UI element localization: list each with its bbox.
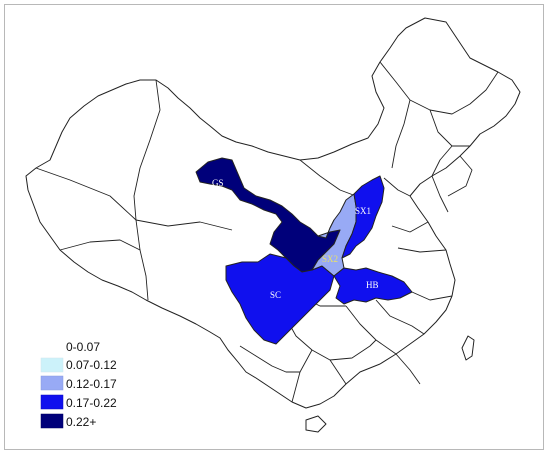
legend-label-5: 0.22+ <box>66 415 96 429</box>
region-sx1[interactable] <box>341 175 385 259</box>
region-sc[interactable] <box>225 253 335 345</box>
label-sx2: SX2 <box>322 254 338 264</box>
legend-label-4: 0.17-0.22 <box>66 396 117 410</box>
legend: 0-0.07 0.07-0.12 0.12-0.17 0.17-0.22 0.2… <box>40 340 117 429</box>
legend-swatch-5 <box>40 413 64 429</box>
legend-label-1: 0-0.07 <box>66 340 100 354</box>
legend-label-3: 0.12-0.17 <box>66 377 117 391</box>
label-sc: SC <box>270 290 281 300</box>
hainan-island <box>305 415 327 433</box>
label-sx1: SX1 <box>355 206 371 216</box>
label-gs: GS <box>212 178 224 188</box>
legend-swatch-4 <box>40 394 64 410</box>
taiwan-island <box>461 335 475 361</box>
label-hb: HB <box>366 280 379 290</box>
province-boundaries <box>35 61 499 403</box>
legend-swatch-3 <box>40 375 64 391</box>
legend-label-2: 0.07-0.12 <box>66 358 117 372</box>
legend-swatch-2 <box>40 357 64 373</box>
region-hb[interactable] <box>333 267 413 305</box>
